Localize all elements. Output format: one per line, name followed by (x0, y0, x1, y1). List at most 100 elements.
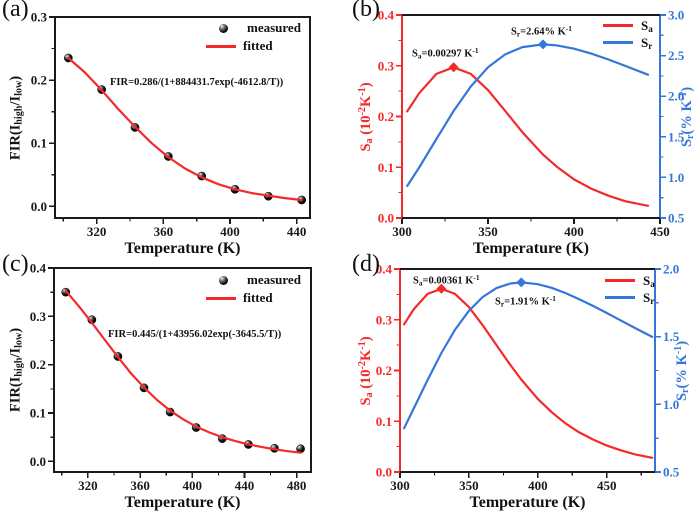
y-tick-label: 0.4 (378, 8, 395, 23)
sr-peak-annotation-b: Sr=2.64% K-1 (511, 24, 572, 39)
x-tick-label: 300 (392, 224, 412, 239)
series-line-Sr (406, 43, 650, 188)
x-tick-label: 350 (478, 224, 498, 239)
x-axis-title-d: Temperature (K) (469, 494, 586, 511)
line-swatch-icon (206, 44, 236, 48)
y-tick-label: 0.0 (378, 211, 394, 226)
y2-tick-label: 0.5 (668, 211, 685, 226)
peak-marker-Sr (516, 277, 527, 288)
fit-equation-c: FIR=0.445/(1+43956.02exp(-3645.5/T)) (108, 329, 282, 340)
legend-entry: Sa (605, 272, 655, 289)
legend-label: measured (247, 20, 301, 35)
y-axis-title-a: FIR(Ihigh/Ilow) (7, 75, 25, 160)
y-tick-label: 0.3 (378, 58, 395, 73)
peak-marker-Sr (538, 39, 549, 50)
legend-entry: fitted (206, 37, 301, 55)
x-axis-title-a: Temperature (K) (124, 240, 241, 257)
legend-d: Sa Sr (605, 272, 655, 306)
line-swatch-icon (603, 24, 633, 27)
legend-entry: fitted (206, 289, 301, 307)
y2-tick-label: 1.5 (663, 329, 680, 344)
legend-a: measured fitted (206, 19, 301, 55)
y-axis-title-d: Sa (10-2K-1) (356, 335, 376, 406)
y-tick-label: 0.4 (30, 261, 47, 276)
x-tick-label: 400 (564, 224, 584, 239)
panel-b: 300 350 400 450 0.0 0.1 0.2 0.3 0.4 0.5 1.0 1.5 2.0 2… (350, 0, 700, 257)
sa-peak-annotation-b: Sa=0.00297 K-1 (412, 46, 479, 61)
axes (48, 267, 312, 478)
series-line-Sa (403, 287, 654, 459)
y-tick-label: 0.3 (30, 309, 47, 324)
fit-equation-a: FIR=0.286/(1+884431.7exp(-4612.8/T)) (110, 77, 284, 88)
chart-svg-b: 300 350 400 450 0.0 0.1 0.2 0.3 0.4 0.5 1.0 1.5 2.0 2… (378, 8, 685, 240)
chart-svg-d: 300 350 400 450 0.0 0.1 0.2 0.3 0.4 0.5 1.0 1.5 2.0 (376, 262, 680, 494)
panel-d: 300 350 400 450 0.0 0.1 0.2 0.3 0.4 0.5 1.0 1.5 2.0 … (350, 251, 700, 517)
x-axis-title-b: Temperature (K) (473, 240, 589, 257)
y-tick-label: 0.1 (376, 414, 392, 429)
x-tick-label: 400 (528, 478, 548, 493)
measured-marker-icon (218, 275, 228, 285)
legend-b: Sa Sr (603, 17, 653, 51)
y-tick-label: 0.2 (376, 363, 392, 378)
panel-label-a: (a) (2, 0, 29, 22)
y2-tick-label: 2.0 (663, 262, 679, 277)
y-tick-label: 0.2 (30, 357, 46, 372)
x-tick-label: 440 (287, 224, 307, 239)
sr-peak-annotation-d: Sr=1.91% K-1 (495, 294, 556, 309)
y-tick-label: 0.3 (376, 312, 393, 327)
chart-svg-c: 320 360 400 440 480 0.0 0.1 0.2 0.3 0.4 (30, 261, 312, 493)
series-line-fitted (64, 289, 302, 454)
sa-peak-annotation-d: Sa=0.00361 K-1 (413, 273, 480, 288)
x-tick-label: 360 (154, 224, 174, 239)
y-tick-label: 0.0 (30, 454, 46, 469)
series-line-Sa (406, 66, 650, 207)
axes (394, 268, 661, 478)
y2-axis-title-b: Sr(% K-1) (677, 86, 697, 147)
panel-label-b: (b) (352, 0, 380, 22)
measured-marker-icon (218, 23, 228, 33)
y2-axis-title-d: Sr(% K-1) (672, 340, 692, 401)
legend-label: fitted (243, 38, 273, 53)
y-tick-label: 0.0 (376, 465, 392, 480)
x-tick-label: 360 (130, 478, 150, 493)
line-swatch-icon (605, 279, 635, 282)
y-tick-label: 0.1 (378, 160, 394, 175)
line-swatch-icon (206, 296, 236, 300)
x-tick-label: 300 (390, 478, 410, 493)
x-tick-label: 400 (220, 224, 240, 239)
legend-label: Sa (641, 17, 653, 34)
legend-label: Sr (641, 34, 653, 51)
legend-entry: Sr (605, 289, 655, 306)
x-tick-label: 350 (459, 478, 479, 493)
y2-tick-label: 2.0 (668, 89, 684, 104)
legend-entry: measured (206, 271, 301, 289)
y2-tick-label: 1.0 (663, 397, 679, 412)
y-axis-title-b: Sa (10-2K-1) (356, 81, 376, 152)
axes (396, 14, 666, 224)
legend-label: measured (247, 272, 301, 287)
peak-marker-Sa (448, 62, 459, 73)
chart-svg-a: 320 360 400 440 0.0 0.1 0.2 0.3 (31, 10, 311, 239)
y-tick-label: 0.0 (31, 199, 47, 214)
y-tick-label: 0.2 (378, 109, 394, 124)
y2-tick-label: 2.5 (668, 48, 685, 63)
x-tick-label: 320 (87, 224, 107, 239)
y-tick-label: 0.3 (31, 10, 48, 25)
y2-tick-label: 3.0 (668, 8, 684, 23)
legend-entry: Sa (603, 17, 653, 34)
x-tick-label: 400 (183, 478, 203, 493)
line-swatch-icon (605, 296, 635, 299)
legend-label: fitted (243, 290, 273, 305)
x-tick-label: 320 (78, 478, 98, 493)
x-tick-label: 450 (650, 224, 670, 239)
line-swatch-icon (603, 41, 633, 44)
x-axis-title-c: Temperature (K) (124, 494, 241, 511)
y-tick-label: 0.2 (31, 73, 47, 88)
legend-label: Sr (643, 289, 655, 306)
y2-tick-label: 0.5 (663, 465, 680, 480)
series-line-fitted (67, 56, 303, 202)
y-tick-label: 0.1 (31, 136, 47, 151)
y-tick-label: 0.1 (30, 406, 46, 421)
panel-a: 320 360 400 440 0.0 0.1 0.2 0.3 (a) Temperature… (0, 0, 350, 257)
